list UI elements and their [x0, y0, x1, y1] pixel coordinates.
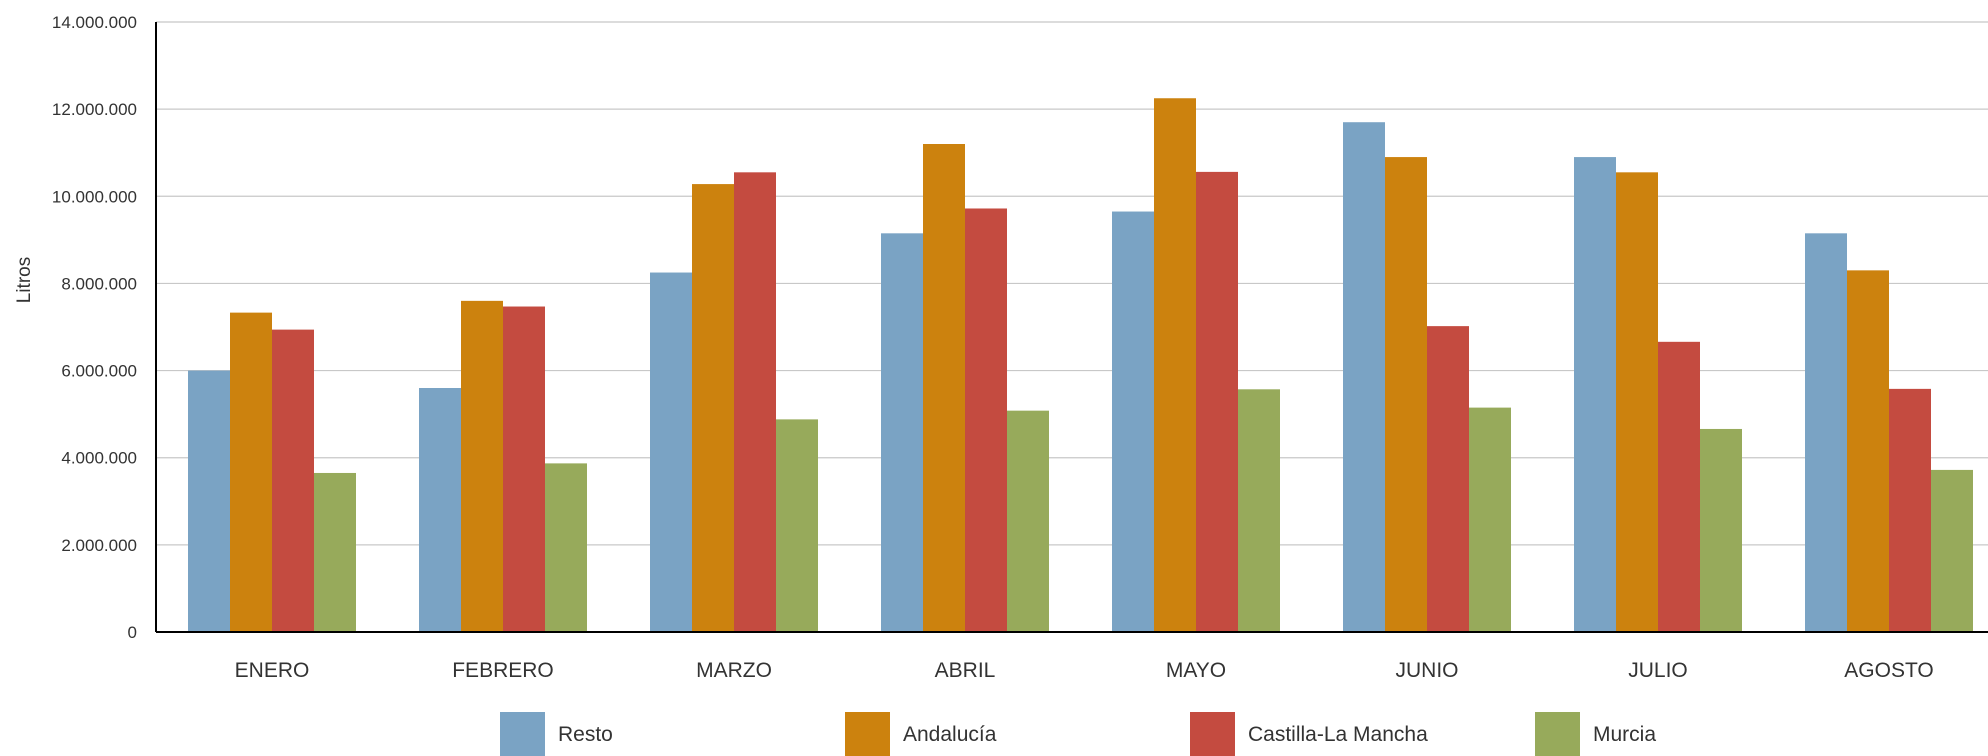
bar	[881, 233, 923, 633]
x-tick-label: MARZO	[696, 659, 772, 682]
bars	[188, 98, 1973, 633]
legend-label: Murcia	[1593, 723, 1656, 746]
legend: Resto Andalucía Castilla-La Mancha Murcia	[500, 712, 1656, 756]
y-tick-label: 6.000.000	[61, 362, 137, 381]
bar	[1616, 172, 1658, 633]
legend-swatch	[845, 712, 890, 756]
bar	[1238, 389, 1280, 632]
bar	[1154, 98, 1196, 632]
legend-label: Andalucía	[903, 723, 997, 746]
bar	[1469, 407, 1511, 632]
y-tick-label: 10.000.000	[52, 187, 137, 206]
bar	[1847, 270, 1889, 632]
x-tick-label: FEBRERO	[452, 659, 554, 682]
bar	[1574, 157, 1616, 633]
bar	[650, 272, 692, 632]
bar	[1007, 410, 1049, 632]
bar	[1112, 211, 1154, 633]
bar	[272, 329, 314, 632]
bar	[734, 172, 776, 633]
bar	[545, 463, 587, 632]
y-tick-label: 12.000.000	[52, 100, 137, 119]
x-tick-label: JUNIO	[1396, 659, 1459, 682]
bar	[965, 208, 1007, 632]
bar	[230, 312, 272, 632]
y-tick-label: 0	[128, 623, 137, 642]
bar	[503, 306, 545, 632]
bar	[923, 144, 965, 632]
bar	[314, 472, 356, 632]
x-tick-label: MAYO	[1166, 659, 1226, 682]
legend-label: Castilla-La Mancha	[1248, 723, 1428, 746]
bar	[1343, 122, 1385, 632]
x-axis-labels: ENERO FEBRERO MARZO ABRIL MAYO JUNIO JULIO AGOS…	[235, 659, 1934, 682]
y-axis-ticks: 0 2.000.000 4.000.000 6.000.000 8.000.000 10.…	[52, 13, 137, 642]
y-axis-title: Litros	[14, 257, 35, 303]
bar	[1700, 428, 1742, 632]
legend-swatch	[1535, 712, 1580, 756]
x-tick-label: ABRIL	[935, 659, 996, 682]
bar	[1805, 233, 1847, 633]
bar	[692, 184, 734, 633]
x-tick-label: AGOSTO	[1844, 659, 1933, 682]
y-tick-label: 8.000.000	[61, 274, 137, 293]
bar	[776, 419, 818, 632]
x-tick-label: JULIO	[1628, 659, 1688, 682]
legend-label: Resto	[558, 723, 613, 746]
bar	[461, 300, 503, 632]
bar	[1385, 157, 1427, 633]
bar	[1889, 388, 1931, 632]
bar	[419, 388, 461, 632]
x-tick-label: ENERO	[235, 659, 310, 682]
bar	[1658, 341, 1700, 632]
y-tick-label: 4.000.000	[61, 449, 137, 468]
bar	[1196, 171, 1238, 632]
legend-swatch	[1190, 712, 1235, 756]
y-tick-label: 14.000.000	[52, 13, 137, 32]
bar	[1931, 469, 1973, 632]
bar	[188, 370, 230, 632]
legend-swatch	[500, 712, 545, 756]
bar	[1427, 326, 1469, 632]
y-tick-label: 2.000.000	[61, 536, 137, 555]
